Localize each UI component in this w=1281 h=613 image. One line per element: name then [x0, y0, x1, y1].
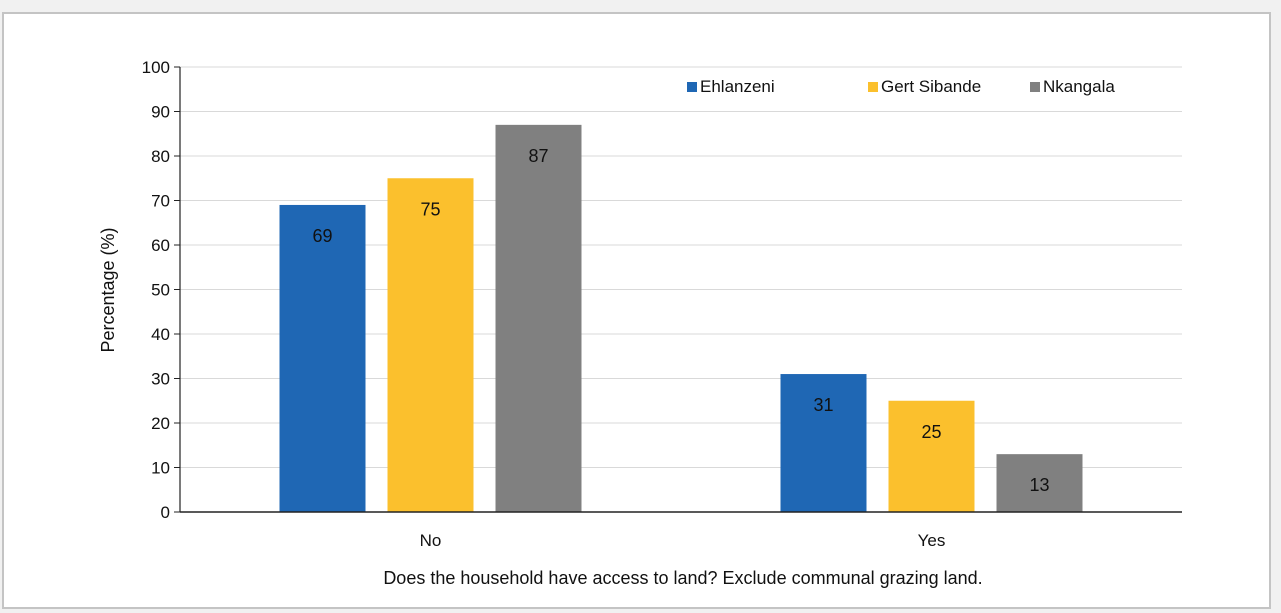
y-tick-label: 100: [142, 58, 170, 77]
data-label: 25: [921, 422, 941, 442]
bar-yes-gert-sibande: [889, 401, 975, 512]
legend-label: Ehlanzeni: [700, 77, 775, 96]
y-tick-label: 10: [151, 459, 170, 478]
data-label: 69: [312, 226, 332, 246]
data-label: 75: [420, 199, 440, 219]
y-tick-label: 20: [151, 414, 170, 433]
data-label: 31: [813, 395, 833, 415]
x-tick-label: No: [420, 531, 442, 550]
bars: [280, 125, 1083, 512]
y-tick-label: 70: [151, 192, 170, 211]
legend-swatch: [687, 82, 697, 92]
y-tick-label: 40: [151, 325, 170, 344]
data-label: 13: [1029, 475, 1049, 495]
y-tick-label: 60: [151, 236, 170, 255]
legend-label: Gert Sibande: [881, 77, 981, 96]
y-axis-title: Percentage (%): [98, 227, 118, 352]
x-axis-title: Does the household have access to land? …: [383, 568, 982, 588]
y-tick-label: 0: [161, 503, 170, 522]
bar-no-ehlanzeni: [280, 205, 366, 512]
legend-swatch: [1030, 82, 1040, 92]
legend-label: Nkangala: [1043, 77, 1115, 96]
y-tick-label: 50: [151, 281, 170, 300]
x-tick-label: Yes: [918, 531, 946, 550]
y-tick-label: 90: [151, 103, 170, 122]
legend: Ehlanzeni Gert Sibande Nkangala: [687, 77, 1115, 96]
bar-no-nkangala: [496, 125, 582, 512]
bar-no-gert-sibande: [388, 178, 474, 512]
y-tick-label: 80: [151, 147, 170, 166]
y-tick-label: 30: [151, 370, 170, 389]
data-label: 87: [528, 146, 548, 166]
legend-swatch: [868, 82, 878, 92]
